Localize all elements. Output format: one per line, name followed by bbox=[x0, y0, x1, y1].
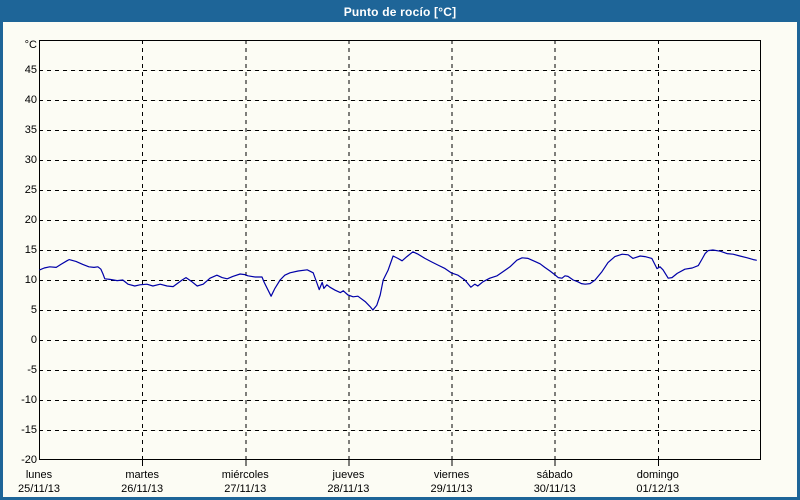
y-axis-tick-label: 45 bbox=[24, 64, 37, 76]
x-axis-date-label: 25/11/13 bbox=[17, 483, 60, 495]
x-axis-day-label: viernes bbox=[433, 469, 470, 481]
dew-point-chart bbox=[39, 40, 761, 466]
x-axis-day-label: lunes bbox=[25, 469, 53, 481]
x-axis-date-label: 28/11/13 bbox=[327, 483, 370, 495]
plot-border bbox=[39, 40, 761, 460]
dew-point-line bbox=[39, 249, 757, 311]
y-axis-tick-label: -5 bbox=[27, 364, 37, 376]
chart-title: Punto de rocío [°C] bbox=[343, 5, 457, 19]
x-axis-day-label: sábado bbox=[536, 469, 573, 481]
x-axis-day-label: domingo bbox=[636, 469, 679, 481]
y-axis-tick-label: -10 bbox=[21, 394, 37, 406]
y-axis-tick-label: 5 bbox=[30, 304, 37, 316]
chart-title-bar: Punto de rocío [°C] bbox=[3, 3, 797, 22]
y-axis-tick-label: 35 bbox=[24, 124, 37, 136]
x-axis-date-label: 30/11/13 bbox=[533, 483, 576, 495]
y-axis-tick-label: 0 bbox=[30, 334, 37, 346]
x-axis-date-label: 01/12/13 bbox=[636, 483, 680, 495]
y-axis-tick-label: -15 bbox=[21, 424, 37, 436]
y-axis-unit-label: °C bbox=[24, 39, 37, 51]
x-axis-date-label: 29/11/13 bbox=[430, 483, 473, 495]
y-axis-tick-label: -20 bbox=[21, 454, 37, 466]
y-axis-tick-label: 20 bbox=[24, 214, 37, 226]
y-axis-tick-label: 40 bbox=[24, 94, 37, 106]
x-axis-day-label: jueves bbox=[332, 469, 365, 481]
y-axis-tick-label: 30 bbox=[24, 154, 37, 166]
y-axis-tick-label: 15 bbox=[24, 244, 37, 256]
y-axis-tick-label: 25 bbox=[24, 184, 37, 196]
x-axis-day-label: miércoles bbox=[221, 469, 269, 481]
x-axis-date-label: 27/11/13 bbox=[224, 483, 267, 495]
x-axis-day-label: martes bbox=[125, 469, 159, 481]
y-axis-tick-label: 10 bbox=[24, 274, 37, 286]
x-axis-date-label: 26/11/13 bbox=[121, 483, 164, 495]
